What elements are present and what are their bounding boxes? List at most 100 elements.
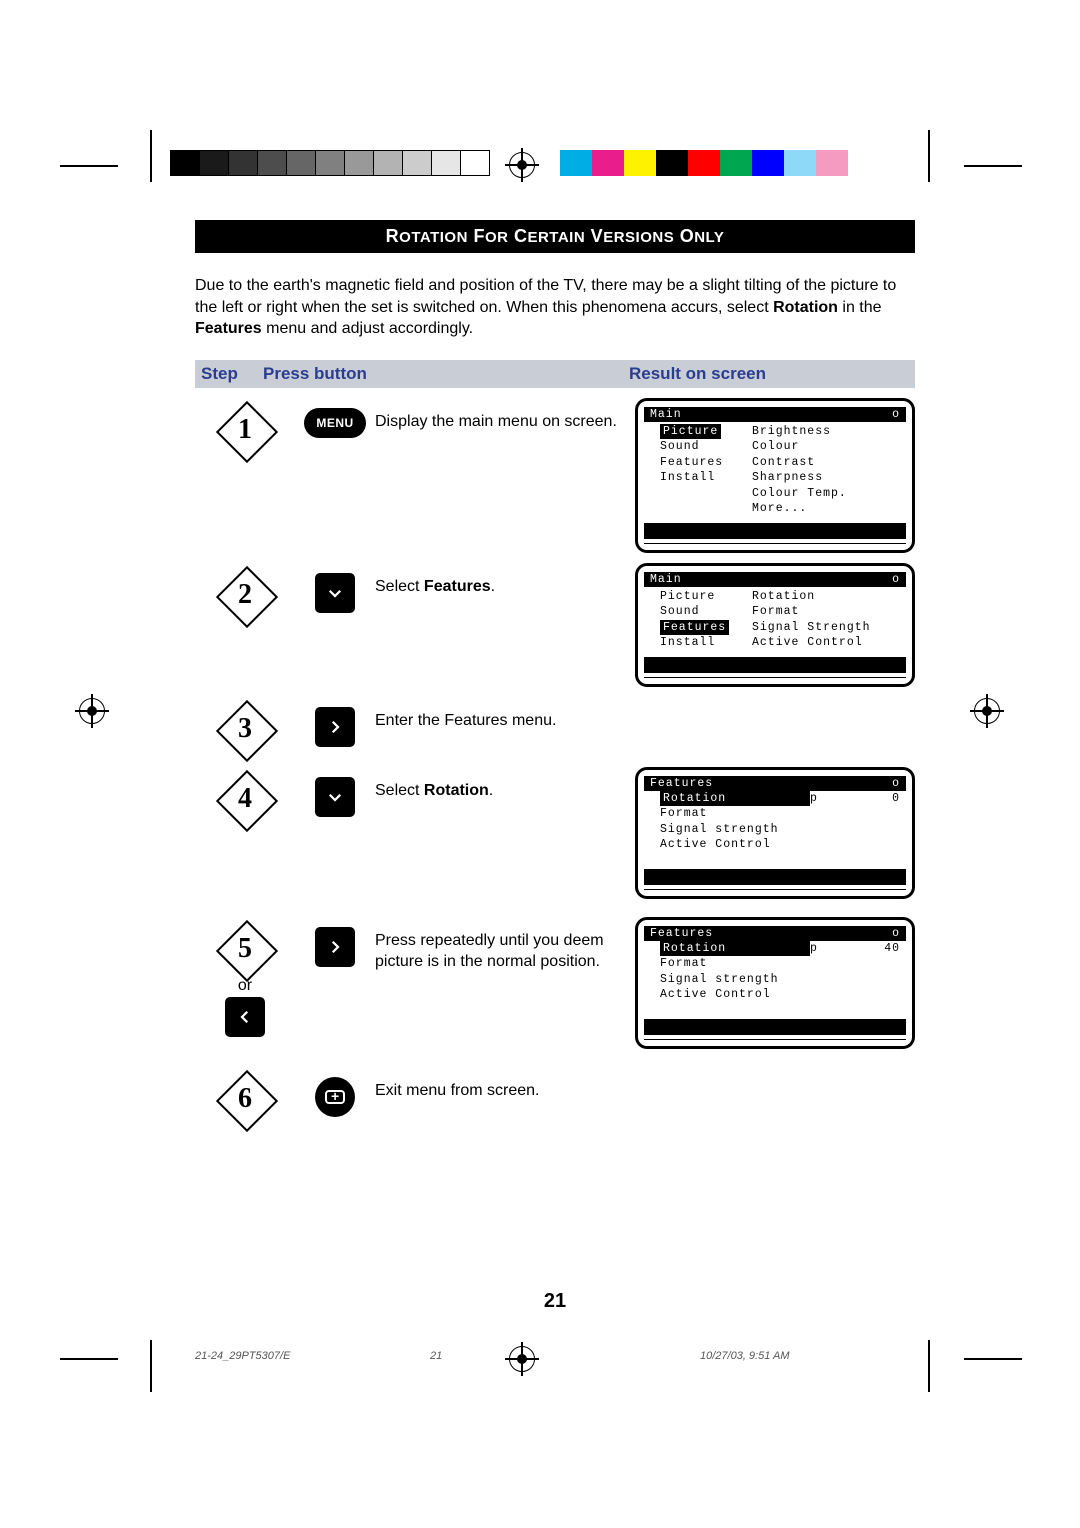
header-result: Result on screen (629, 364, 909, 384)
osd-item: Colour (752, 439, 900, 455)
osd-item: Rotation (663, 941, 807, 957)
header-press: Press button (263, 364, 629, 384)
intro-text: in the (838, 299, 882, 316)
crop-mark (964, 165, 1022, 167)
osd-item: Picture (660, 589, 752, 605)
osd-item: Format (660, 956, 810, 972)
osd-item: Format (752, 604, 900, 620)
osd-item: Contrast (752, 455, 900, 471)
step-row: 2 Select Features. Main o Picture Sound F… (195, 563, 915, 687)
registration-mark-icon (970, 694, 1004, 728)
osd-item: Features (660, 620, 729, 636)
osd-item: Signal strength (660, 972, 810, 988)
osd-item: More... (752, 501, 900, 517)
right-arrow-button-icon (315, 707, 355, 747)
step-description: Select Features. (375, 563, 635, 598)
osd-item: Sound (660, 604, 752, 620)
osd-screen-features-rotation-40: Featureso Rotationp40 Format Signal stre… (635, 917, 915, 1049)
right-arrow-button-icon (315, 927, 355, 967)
section-title: ROTATION FOR CERTAIN VERSIONS ONLY (195, 220, 915, 253)
osd-item: Features (660, 455, 752, 471)
step-number-diamond: 5 (217, 921, 273, 977)
step-number-diamond: 3 (217, 701, 273, 757)
step-number: 4 (217, 771, 273, 827)
registration-mark-icon (505, 148, 539, 182)
step-number-diamond: 2 (217, 567, 273, 623)
osd-screen-main-picture: Main o Picture Sound Features Install Bri… (635, 398, 915, 553)
osd-item: Colour Temp. (752, 486, 900, 502)
left-arrow-button-icon (225, 997, 265, 1037)
step-number: 5 (217, 921, 273, 977)
osd-item: Rotation (663, 791, 807, 807)
osd-item: Signal Strength (752, 620, 900, 636)
color-calibration-strip (560, 150, 880, 176)
grayscale-calibration-strip (170, 150, 490, 176)
crop-mark (150, 130, 152, 182)
manual-page: ROTATION FOR CERTAIN VERSIONS ONLY Due t… (195, 220, 915, 1137)
step-row: 4 Select Rotation. Featureso Rotationp0 … (195, 767, 915, 907)
step-row: 5 or Press repeatedly until you deem pic… (195, 917, 915, 1057)
page-number: 21 (195, 1290, 915, 1313)
crop-mark (60, 1358, 118, 1360)
intro-bold: Features (195, 320, 262, 337)
osd-item: Install (660, 635, 752, 651)
osd-item: Signal strength (660, 822, 810, 838)
registration-mark-icon (75, 694, 109, 728)
step-description: Press repeatedly until you deem picture … (375, 917, 635, 973)
osd-item: Active Control (660, 987, 810, 1003)
osd-title: Main (650, 573, 682, 586)
info-exit-button-icon (315, 1077, 355, 1117)
step-row: 3 Enter the Features menu. (195, 697, 915, 757)
crop-mark (964, 1358, 1022, 1360)
menu-button-icon: MENU (304, 408, 366, 438)
step-row: 1 MENU Display the main menu on screen. … (195, 398, 915, 553)
osd-item: Sharpness (752, 470, 900, 486)
osd-item: Brightness (752, 424, 900, 440)
osd-title-right: o (892, 927, 900, 940)
step-number-diamond: 6 (217, 1071, 273, 1127)
registration-mark-icon (505, 1342, 539, 1376)
osd-title: Main (650, 408, 682, 421)
step-row: 6 Exit menu from screen. (195, 1067, 915, 1127)
osd-title: Features (650, 927, 713, 940)
footer-page: 21 (430, 1350, 442, 1362)
step-description: Exit menu from screen. (375, 1067, 635, 1102)
crop-mark (928, 1340, 930, 1392)
crop-mark (150, 1340, 152, 1392)
intro-paragraph: Due to the earth's magnetic field and po… (195, 275, 915, 340)
down-arrow-button-icon (315, 573, 355, 613)
osd-item: Install (660, 470, 752, 486)
osd-title: Features (650, 777, 713, 790)
osd-item: Rotation (752, 589, 900, 605)
osd-title-right: o (892, 408, 900, 421)
step-number: 1 (217, 402, 273, 458)
osd-screen-main-features: Main o Picture Sound Features Install Rot… (635, 563, 915, 687)
table-header: Step Press button Result on screen (195, 360, 915, 388)
step-number: 2 (217, 567, 273, 623)
osd-title-right: o (892, 573, 900, 586)
step-description: Display the main menu on screen. (375, 398, 635, 433)
step-number-diamond: 1 (217, 402, 273, 458)
step-description: Enter the Features menu. (375, 697, 635, 732)
down-arrow-button-icon (315, 777, 355, 817)
step-number: 6 (217, 1071, 273, 1127)
step-number: 3 (217, 701, 273, 757)
osd-item: Format (660, 806, 810, 822)
osd-value: 40 (826, 941, 900, 957)
step-description: Select Rotation. (375, 767, 635, 802)
intro-text: menu and adjust accordingly. (262, 320, 473, 337)
header-step: Step (201, 364, 263, 384)
crop-mark (928, 130, 930, 182)
osd-item: Sound (660, 439, 752, 455)
osd-value: 0 (826, 791, 900, 807)
step-number-diamond: 4 (217, 771, 273, 827)
footer-date: 10/27/03, 9:51 AM (700, 1350, 790, 1362)
osd-item: Picture (660, 424, 721, 440)
crop-mark (60, 165, 118, 167)
osd-item: Active Control (660, 837, 810, 853)
osd-item: Active Control (752, 635, 900, 651)
footer-filename: 21-24_29PT5307/E (195, 1350, 290, 1362)
osd-screen-features-rotation-0: Featureso Rotationp0 Format Signal stren… (635, 767, 915, 899)
osd-title-right: o (892, 777, 900, 790)
intro-bold: Rotation (773, 299, 838, 316)
